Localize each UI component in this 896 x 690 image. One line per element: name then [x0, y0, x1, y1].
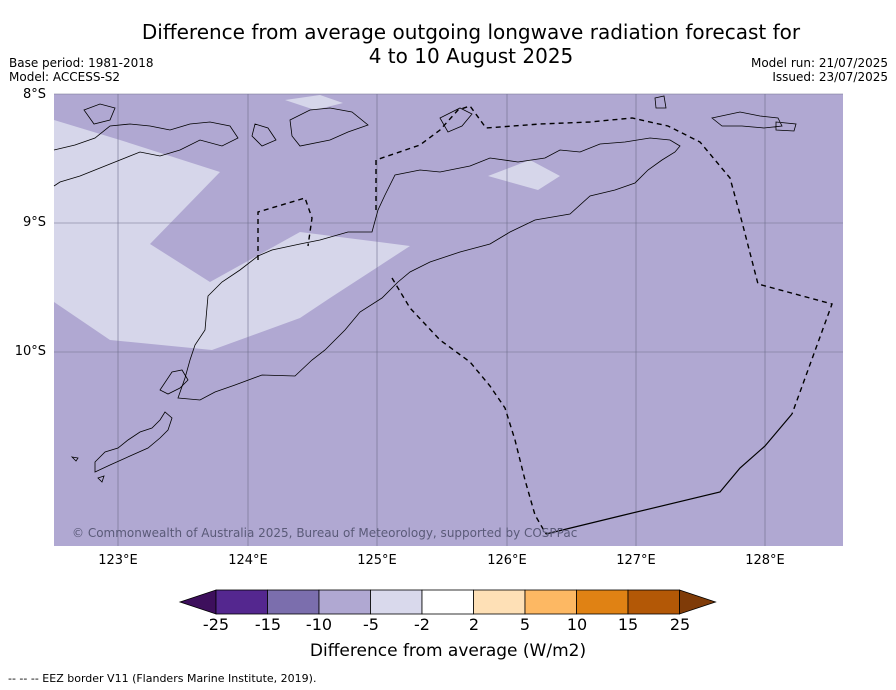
- weak-anomaly-region-west: [54, 120, 410, 350]
- lon-label-128e: 128°E: [745, 553, 785, 568]
- lat-label-10s: 10°S: [14, 344, 46, 359]
- chart-title: Difference from average outgoing longwav…: [0, 20, 896, 68]
- lon-label-126e: 126°E: [487, 553, 527, 568]
- map-credit: © Commonwealth of Australia 2025, Bureau…: [72, 526, 578, 540]
- roti-island-coast: [94, 411, 173, 473]
- south-islet-coast: [70, 456, 105, 483]
- eez-border: [257, 105, 833, 535]
- model-name: Model: ACCESS-S2: [9, 70, 121, 84]
- eez-border-solid: [545, 413, 793, 535]
- weak-anomaly-region-north: [285, 95, 343, 110]
- colorbar-tick: 15: [617, 615, 639, 634]
- colorbar-tick: -5: [363, 615, 379, 634]
- eez-border-south: [391, 277, 547, 535]
- footer-note: -- -- -- EEZ border V11 (Flanders Marine…: [8, 672, 317, 685]
- timor-island-coast: [177, 137, 681, 401]
- semau-island-coast: [159, 369, 189, 395]
- eez-border-main: [375, 105, 833, 415]
- alor-island-coast: [289, 107, 369, 147]
- colorbar-tick: -10: [305, 615, 333, 634]
- lon-label-124e: 124°E: [228, 553, 268, 568]
- colorbar-tick: 25: [669, 615, 691, 634]
- lat-label-8s: 8°S: [22, 87, 46, 102]
- meta-right: Model run: 21/07/2025 Issued: 23/07/2025: [751, 56, 888, 84]
- small-islands-north: [83, 95, 797, 147]
- colorbar-tick: 5: [519, 615, 531, 634]
- lon-label-123e: 123°E: [98, 553, 138, 568]
- lat-label-9s: 9°S: [22, 215, 46, 230]
- base-period: Base period: 1981-2018: [9, 56, 154, 70]
- meta-left: Base period: 1981-2018 Model: ACCESS-S2: [9, 56, 154, 84]
- colorbar-tick: 10: [566, 615, 588, 634]
- model-run: Model run: 21/07/2025: [750, 56, 888, 70]
- flores-island-coast: [53, 121, 239, 187]
- eez-border-west: [257, 197, 313, 260]
- colorbar-tick: -2: [414, 615, 430, 634]
- colorbar-label: Difference from average (W/m2): [309, 641, 587, 661]
- issued-date: Issued: 23/07/2025: [772, 70, 888, 84]
- title-line-2: 4 to 10 August 2025: [368, 44, 574, 68]
- title-line-1: Difference from average outgoing longwav…: [141, 20, 801, 44]
- colorbar-tick: -15: [254, 615, 282, 634]
- coastlines: [53, 95, 797, 483]
- colorbar-tick: 2: [468, 615, 480, 634]
- lon-label-125e: 125°E: [357, 553, 397, 568]
- grid-lines: [54, 93, 843, 546]
- colorbar-tick: -25: [202, 615, 230, 634]
- lon-label-127e: 127°E: [616, 553, 656, 568]
- weak-anomaly-region-east: [488, 160, 560, 190]
